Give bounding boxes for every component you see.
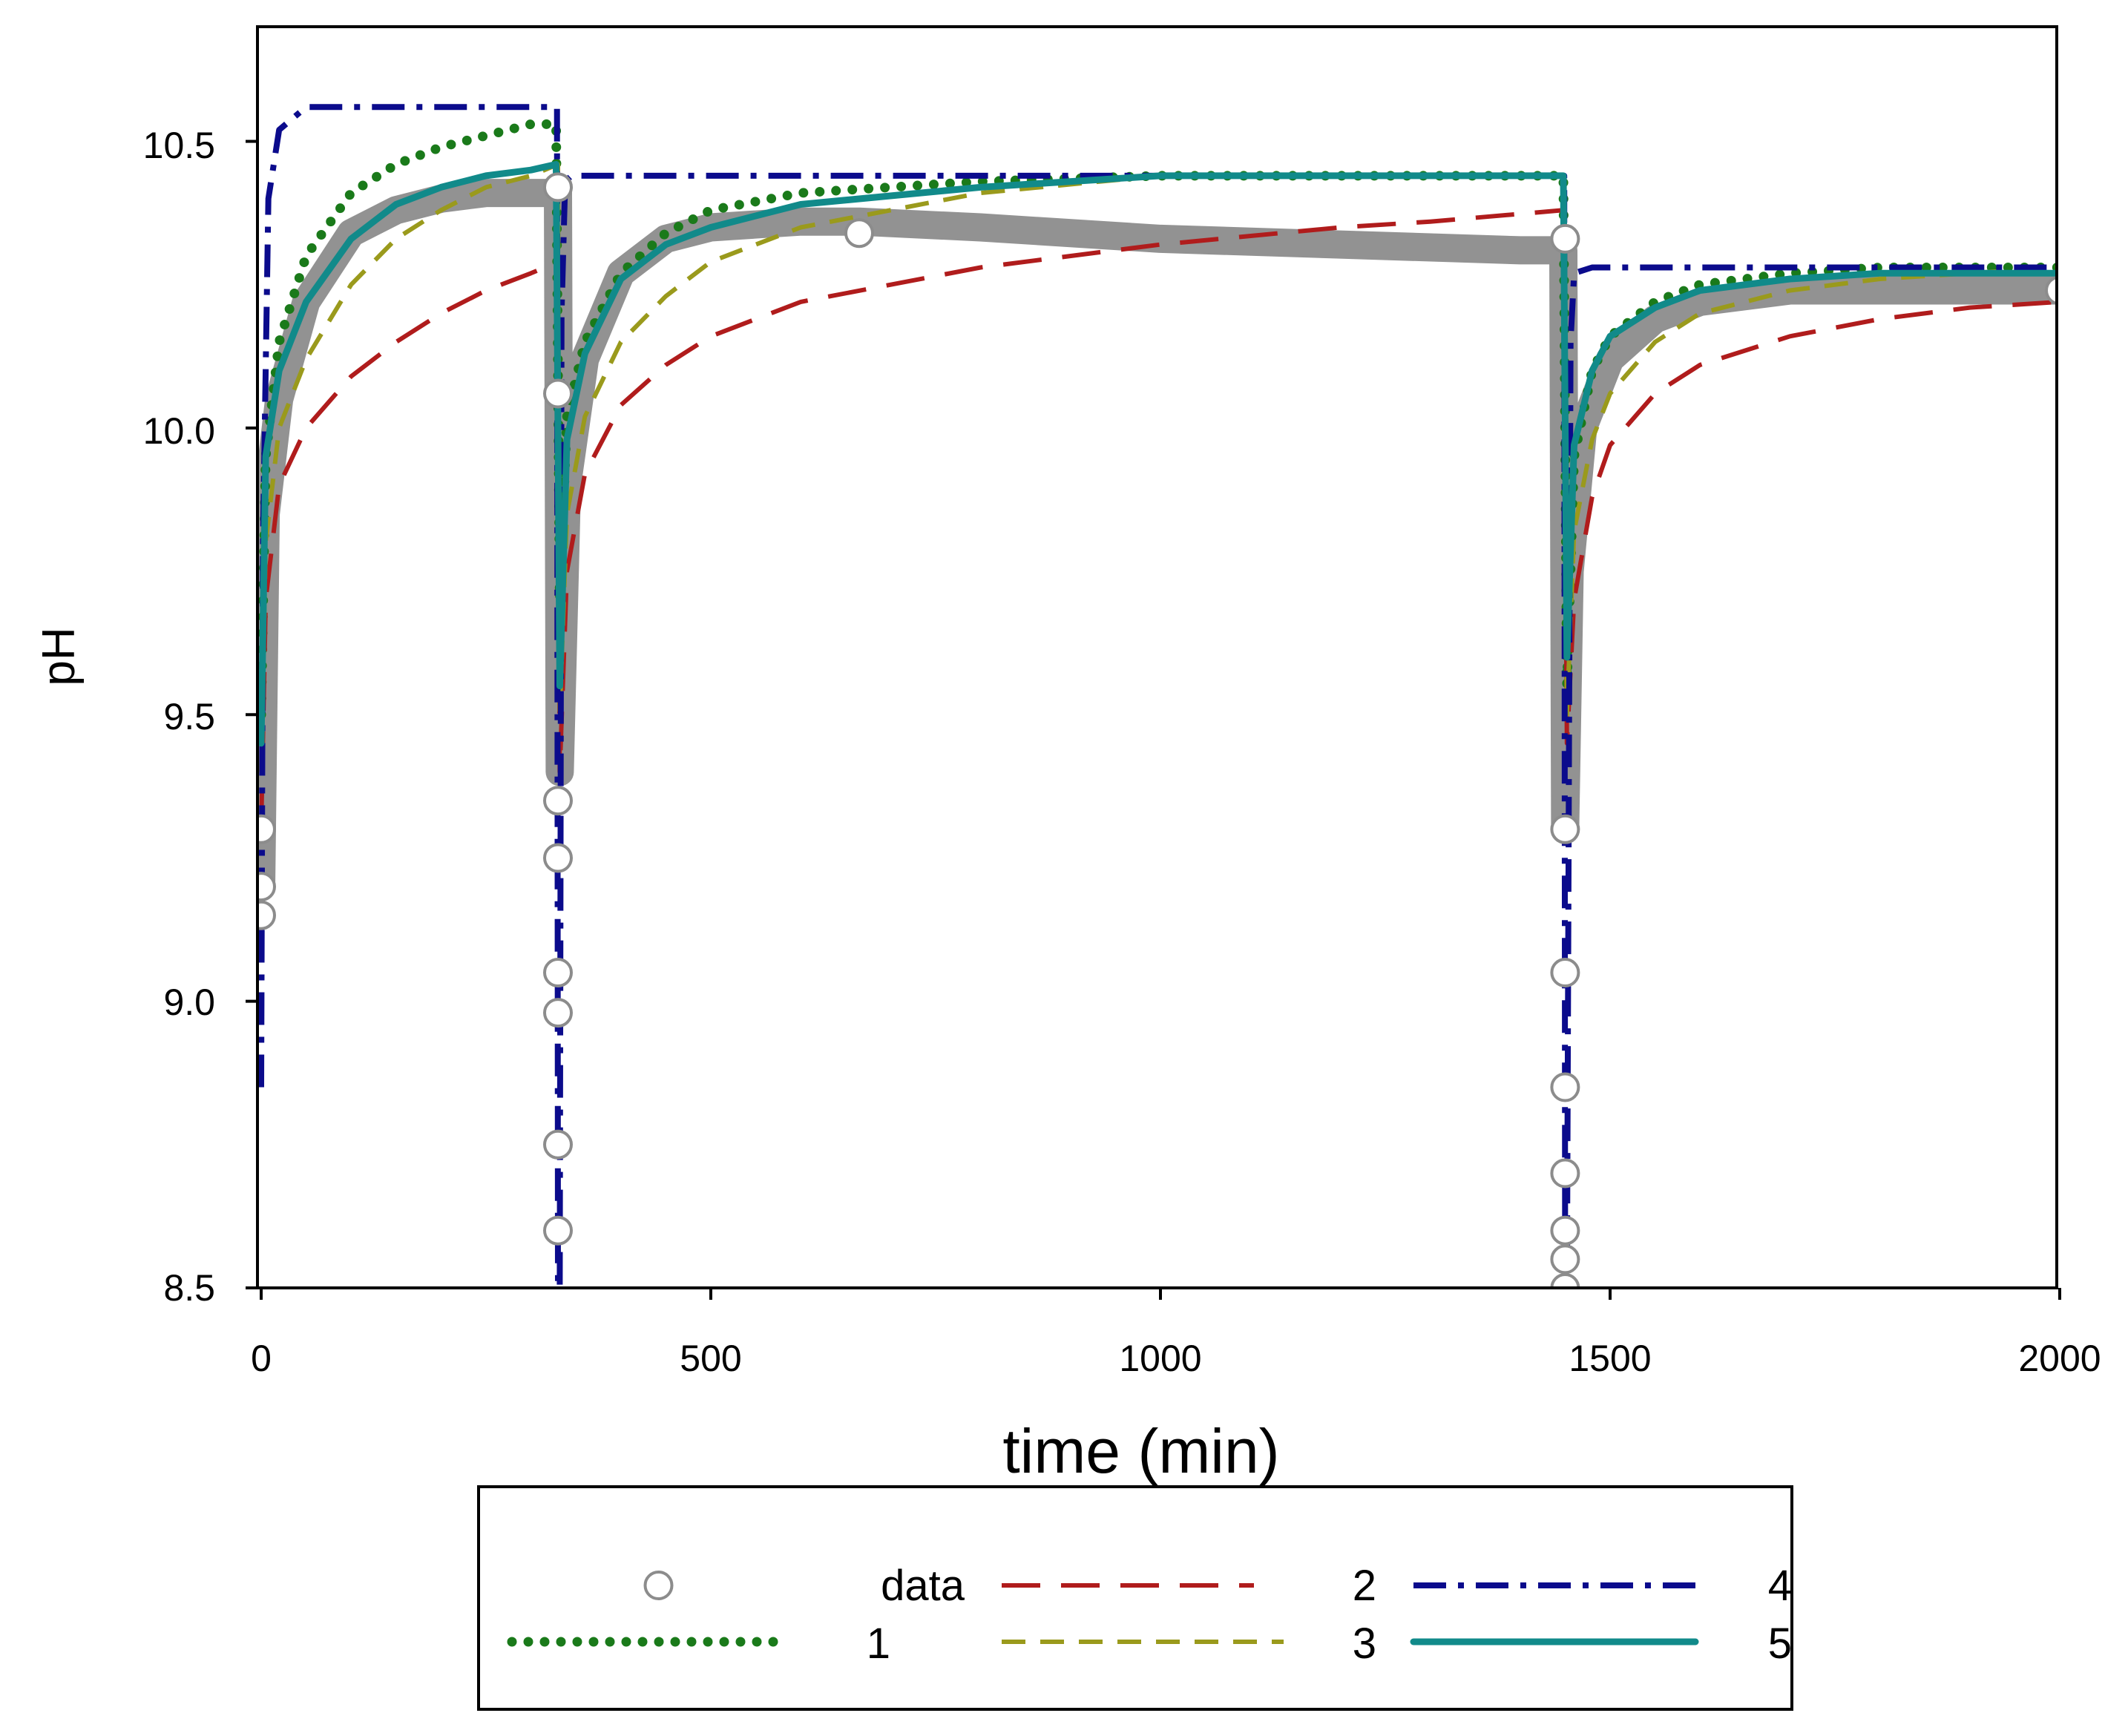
legend: data 1 2 3 4 5 — [477, 1485, 1793, 1711]
x-tick-label-1: 500 — [680, 1338, 741, 1379]
data-marker — [844, 218, 874, 249]
data-marker — [2045, 275, 2057, 306]
data-marker — [1550, 958, 1580, 987]
legend-label-1: 1 — [867, 1620, 890, 1668]
data-marker — [543, 1215, 573, 1246]
x-tick-label-0: 0 — [251, 1338, 272, 1379]
series-layer — [257, 104, 2057, 1288]
legend-label-3: 3 — [1353, 1620, 1376, 1668]
data-marker — [257, 900, 276, 930]
y-tick-label-2: 9.5 — [163, 696, 215, 737]
data-marker — [543, 172, 573, 203]
series-line-2 — [259, 208, 2057, 829]
legend-label-5: 5 — [1768, 1620, 1792, 1668]
series-line-5 — [257, 161, 2057, 747]
series-line-data — [257, 179, 2057, 901]
data-marker — [543, 998, 573, 1028]
legend-label-4: 4 — [1768, 1562, 1792, 1610]
legend-swatches — [507, 1571, 1699, 1647]
data-marker — [1550, 1273, 1580, 1288]
data-marker — [257, 814, 276, 844]
series-line-3 — [259, 162, 2057, 772]
data-marker — [543, 786, 573, 816]
data-marker — [1550, 1158, 1580, 1188]
data-marker — [1550, 1215, 1580, 1246]
y-tick-label-4: 10.5 — [143, 125, 215, 166]
series-line-4 — [258, 104, 2057, 1288]
data-marker — [543, 378, 573, 409]
y-tick-label-0: 8.5 — [163, 1267, 215, 1309]
y-tick-label-1: 9.0 — [163, 982, 215, 1023]
plot-frame — [256, 25, 2058, 1289]
data-marker — [543, 1129, 573, 1160]
x-tick-label-2: 1000 — [1119, 1338, 1201, 1379]
y-tick-label-3: 10.0 — [143, 410, 215, 452]
x-axis-title: time (min) — [1002, 1416, 1279, 1486]
legend-label-data: data — [881, 1562, 965, 1610]
data-marker — [1550, 1072, 1580, 1102]
legend-box — [477, 1485, 1793, 1711]
legend-label-2: 2 — [1353, 1562, 1376, 1610]
data-marker — [1550, 223, 1580, 254]
data-marker — [543, 843, 573, 873]
y-axis-title: pH — [33, 627, 85, 685]
legend-swatch-data — [643, 1571, 674, 1600]
x-tick-label-4: 2000 — [2018, 1338, 2101, 1379]
data-marker — [257, 872, 276, 902]
data-marker — [543, 958, 573, 987]
data-marker — [1550, 1244, 1580, 1275]
data-marker — [1550, 814, 1580, 844]
ticks-layer — [246, 139, 2061, 1300]
x-tick-label-3: 1500 — [1569, 1338, 1651, 1379]
